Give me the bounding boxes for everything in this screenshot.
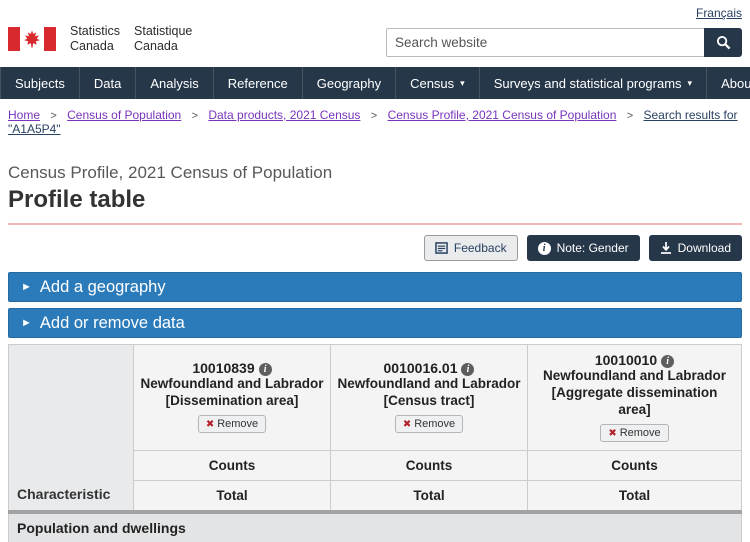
- nav-item-data[interactable]: Data: [80, 67, 137, 99]
- section-header-row: Population and dwellings: [8, 511, 742, 542]
- nav-item-analysis[interactable]: Analysis: [136, 67, 214, 99]
- breadcrumb-search-results[interactable]: Search results for "A1A5P4": [8, 108, 738, 136]
- statcan-logo[interactable]: Statistics Canada Statistique Canada: [8, 24, 192, 57]
- feedback-button[interactable]: Feedback: [423, 235, 518, 261]
- breadcrumb-census-of-population[interactable]: Census of Population: [67, 108, 182, 122]
- breadcrumb-separator: >: [626, 110, 634, 122]
- nav-item-subjects[interactable]: Subjects: [0, 67, 80, 99]
- main-navigation: Subjects Data Analysis Reference Geograp…: [0, 67, 750, 99]
- add-geography-accordion[interactable]: ► Add a geography: [8, 272, 742, 302]
- profile-table: Characteristic 10010839 i Newfoundland an…: [8, 343, 742, 542]
- remove-geography-button[interactable]: ✖ Remove: [600, 423, 669, 442]
- remove-x-icon: ✖: [205, 419, 215, 431]
- breadcrumb-data-products[interactable]: Data products, 2021 Census: [208, 108, 361, 122]
- total-row: Total Total Total: [9, 479, 742, 514]
- nav-item-geography[interactable]: Geography: [303, 67, 397, 99]
- logo-text-french: Statistique Canada: [134, 24, 193, 53]
- total-label: Total: [527, 479, 742, 514]
- nav-item-reference[interactable]: Reference: [214, 67, 303, 99]
- download-icon: [660, 242, 671, 254]
- accordion-arrow-icon: ►: [21, 317, 32, 329]
- nav-item-about-statcan[interactable]: About StatCan: [707, 67, 750, 99]
- geo-column-header-aggregate-dissemination-area: 10010010 i Newfoundland and Labrador [Agg…: [527, 344, 742, 451]
- breadcrumb: Home > Census of Population > Data produ…: [0, 108, 750, 136]
- breadcrumb-census-profile[interactable]: Census Profile, 2021 Census of Populatio…: [387, 108, 617, 122]
- main-content: Census Profile, 2021 Census of Populatio…: [0, 163, 750, 542]
- characteristic-header: Characteristic: [8, 343, 134, 514]
- remove-x-icon: ✖: [608, 427, 617, 439]
- counts-row: Counts Counts Counts: [9, 449, 742, 481]
- page-supertitle: Census Profile, 2021 Census of Populatio…: [8, 163, 333, 182]
- remove-x-icon: ✖: [402, 419, 412, 431]
- total-label: Total: [330, 479, 528, 514]
- download-button[interactable]: Download: [648, 235, 742, 261]
- breadcrumb-separator: >: [191, 110, 198, 122]
- site-search: [386, 28, 742, 57]
- title-divider: [8, 223, 742, 225]
- info-icon[interactable]: i: [461, 363, 475, 377]
- geo-header-row: Characteristic 10010839 i Newfoundland an…: [8, 343, 742, 514]
- total-label: Total: [133, 479, 331, 514]
- search-icon: [716, 35, 730, 50]
- language-toggle-link[interactable]: Français: [695, 6, 742, 20]
- counts-label: Counts: [133, 449, 331, 481]
- info-icon[interactable]: i: [258, 363, 272, 377]
- logo-text-english: Statistics Canada: [70, 24, 121, 53]
- counts-label: Counts: [330, 449, 528, 481]
- toolbar: Feedback i Note: Gender Download: [8, 235, 742, 261]
- accordion-arrow-icon: ►: [21, 281, 32, 293]
- info-icon: i: [537, 241, 551, 255]
- canada-flag-icon: [8, 26, 56, 51]
- geo-column-header-dissemination-area: 10010839 i Newfoundland and Labrador [Dis…: [133, 344, 331, 451]
- search-button[interactable]: [704, 28, 742, 57]
- note-gender-button[interactable]: i Note: Gender: [526, 235, 640, 261]
- page-title: Profile table: [8, 186, 146, 213]
- info-icon[interactable]: i: [661, 355, 675, 368]
- nav-item-surveys[interactable]: Surveys and statistical programs ▾: [480, 67, 708, 99]
- counts-label: Counts: [527, 449, 742, 481]
- remove-geography-button[interactable]: ✖ Remove: [394, 415, 464, 434]
- nav-item-census[interactable]: Census ▾: [396, 67, 480, 99]
- chevron-down-icon: ▾: [687, 77, 693, 88]
- search-input[interactable]: [386, 28, 704, 57]
- section-header-population-dwellings: Population and dwellings: [8, 511, 742, 542]
- chevron-down-icon: ▾: [460, 77, 465, 88]
- feedback-form-icon: [435, 242, 448, 254]
- remove-geography-button[interactable]: ✖ Remove: [197, 415, 267, 434]
- site-header: Statistics Canada Statistique Canada Fra…: [0, 0, 750, 67]
- breadcrumb-separator: >: [370, 110, 378, 122]
- maple-leaf-icon: [24, 29, 40, 48]
- add-remove-data-accordion[interactable]: ► Add or remove data: [8, 308, 742, 338]
- breadcrumb-home[interactable]: Home: [8, 108, 41, 122]
- geo-column-header-census-tract: 0010016.01 i Newfoundland and Labrador [C…: [330, 344, 528, 451]
- breadcrumb-separator: >: [50, 110, 57, 122]
